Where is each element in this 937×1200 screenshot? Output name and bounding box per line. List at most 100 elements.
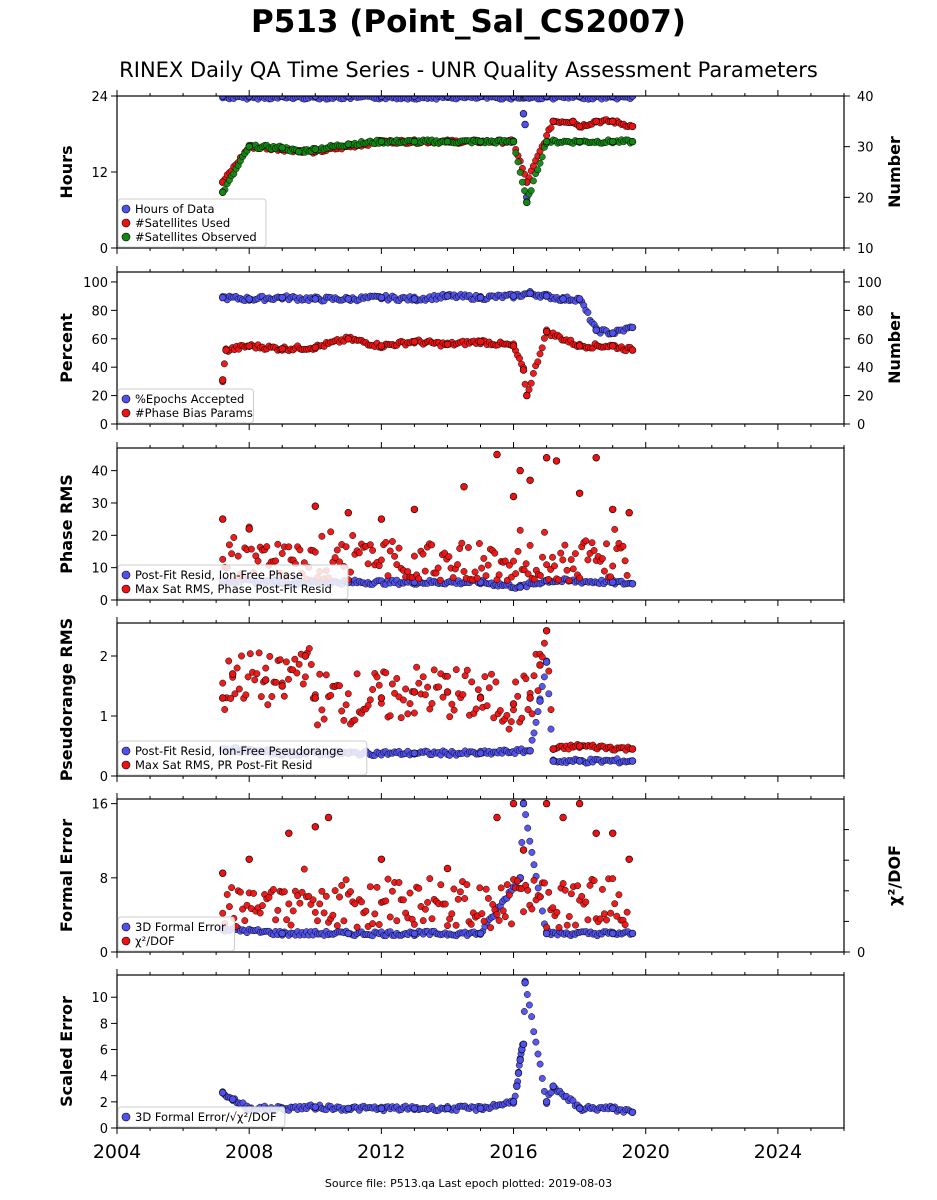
data-point [552,457,561,465]
data-point-texture [413,663,421,671]
data-point-texture [264,701,272,709]
legend: Post-Fit Resid, Ion-Free PseudorangeMax … [117,740,368,776]
data-point-texture [530,876,538,884]
data-point-texture [516,526,524,534]
data-point [628,96,637,100]
legend-marker [121,760,131,770]
data-point [526,747,534,755]
legend-marker [121,584,131,594]
data-point [219,376,227,384]
data-point-texture [530,1028,538,1036]
data-point [628,346,637,354]
data-point-texture [505,561,513,569]
data-point-texture [578,892,586,900]
data-point-texture [460,568,468,575]
data-point [262,676,270,684]
y-axis-label-right: Number [885,136,904,208]
data-point-texture [450,706,458,714]
data-point-texture [299,680,307,688]
data-point [608,505,617,514]
data-point-texture [397,714,405,722]
data-point-texture [219,555,227,563]
data-point-texture [388,538,396,545]
legend-label: #Satellites Used [135,216,230,230]
data-point-texture [353,670,361,678]
data-point [324,813,333,822]
data-point-texture [538,153,546,161]
data-point-texture [518,714,526,722]
data-point-texture [375,921,383,928]
data-point-texture [584,916,592,924]
data-point [476,337,485,346]
data-point [377,515,386,523]
data-point [229,670,237,678]
data-point-texture [230,534,238,541]
data-point-texture [619,542,627,550]
data-point-texture [621,557,629,565]
data-point-texture [545,888,553,896]
data-point-texture [236,888,244,896]
data-point-texture [463,881,471,889]
legend-marker [121,1112,131,1122]
data-point [443,137,452,146]
y-tick-label-right: 80 [857,304,874,319]
data-point-texture [421,691,429,699]
data-point-texture [576,574,584,582]
data-point-texture [329,911,337,919]
y-tick-label-right: 40 [857,361,874,376]
data-point-texture [474,686,482,694]
data-point [377,96,386,100]
data-point-texture [242,691,250,699]
legend-label: Post-Fit Resid, Ion-Free Pseudorange [135,744,343,758]
legend: %Epochs Accepted#Phase Bias Params [117,388,254,424]
data-point-texture [225,903,233,911]
data-point-texture [540,639,548,647]
data-point [608,929,617,938]
data-point [377,342,386,350]
data-point [410,505,419,514]
data-point-texture [285,900,293,908]
data-point-texture [476,884,484,892]
legend-label: #Satellites Observed [135,230,257,244]
data-point-texture [421,567,429,575]
data-point-texture [555,576,563,584]
data-point-texture [530,575,538,583]
data-point-texture [536,893,544,901]
data-point [344,929,352,938]
data-point-texture [559,556,567,564]
data-point [542,929,551,938]
data-point-texture [603,916,610,924]
data-point-texture [353,923,361,931]
data-point [311,295,319,303]
data-point-texture [219,679,227,687]
data-point-texture [527,379,535,387]
data-point-texture [238,652,245,660]
data-point-texture [382,897,390,905]
data-point [301,652,310,660]
data-point-texture [305,645,313,652]
data-point [245,525,253,533]
data-point-texture [366,883,374,891]
data-point-texture [262,664,270,672]
y-tick-label-right: 40 [857,90,874,105]
data-point-texture [518,178,526,186]
y-tick-label: 0 [100,242,108,257]
legend-box [117,564,349,600]
data-point-texture [426,875,434,883]
data-point-texture [402,685,410,693]
data-point-texture [467,920,475,928]
x-tick-label: 2020 [622,1141,670,1163]
y-axis-label: Pseudorange RMS [57,618,76,781]
data-point-texture [600,910,608,918]
data-point-texture [590,547,598,554]
data-point [410,929,419,938]
data-point [344,1104,352,1113]
data-point-texture [458,539,466,547]
data-point-texture [471,568,479,576]
data-point [377,1104,386,1113]
data-point-texture [547,706,555,714]
legend-box [117,1106,286,1128]
data-point [514,1069,523,1077]
legend-marker [121,218,131,228]
data-point-texture [522,675,530,683]
